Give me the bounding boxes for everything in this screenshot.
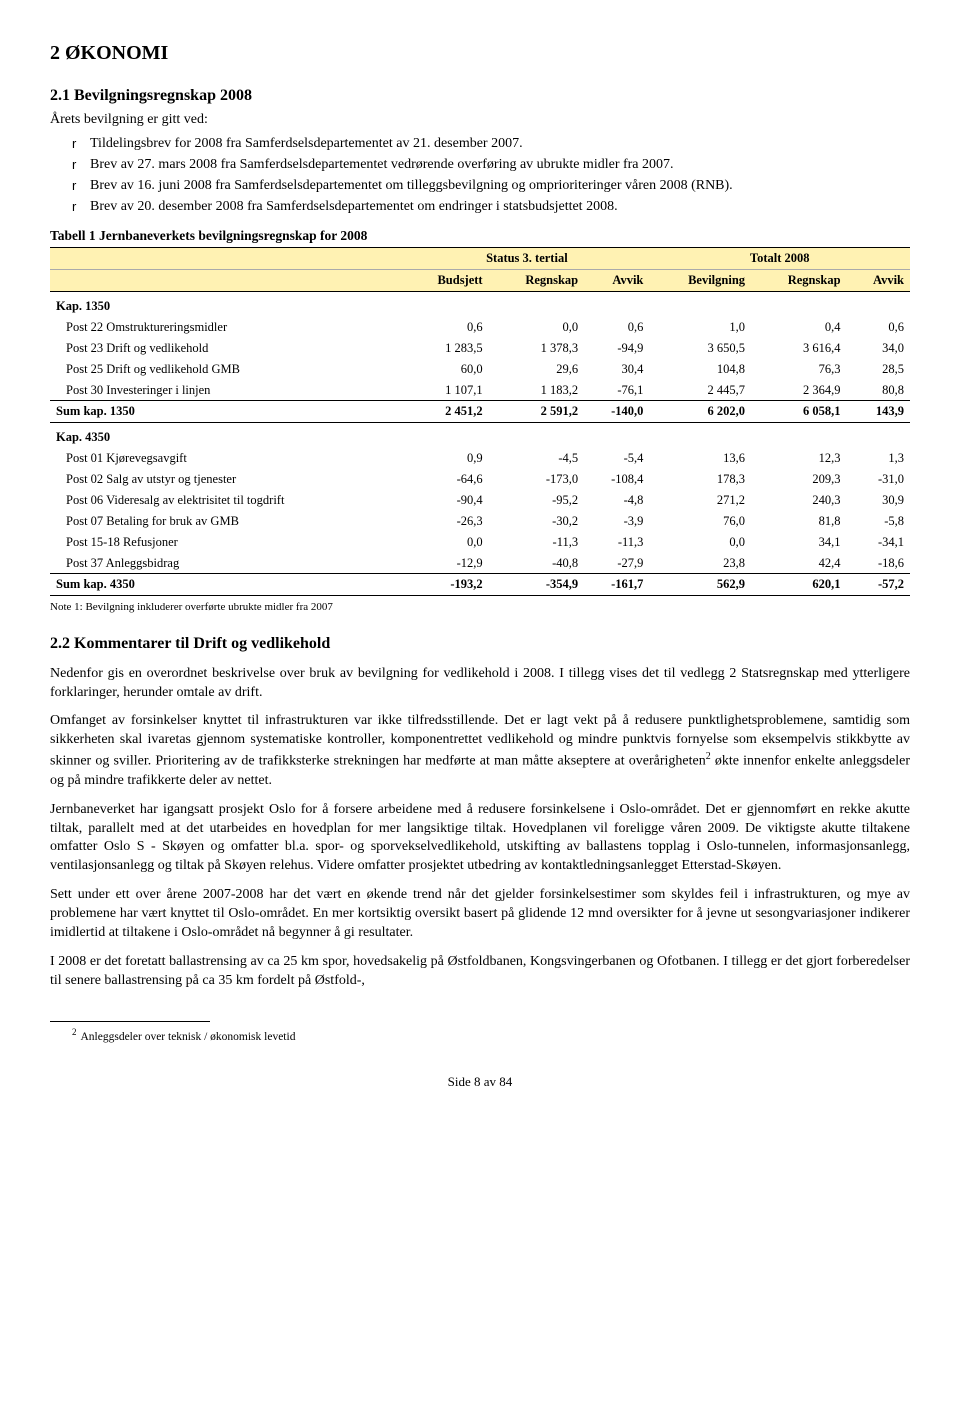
column-header: Regnskap [489,270,585,292]
table-row: Post 02 Salg av utstyr og tjenester-64,6… [50,469,910,490]
section-header: Kap. 4350 [50,423,910,448]
bullet-list: rTildelingsbrev for 2008 fra Samferdsels… [50,135,910,217]
bullet-item: rBrev av 27. mars 2008 fra Samferdselsde… [72,156,910,175]
bullet-item: rBrev av 20. desember 2008 fra Samferdse… [72,198,910,217]
bullet-item: rBrev av 16. juni 2008 fra Samferdselsde… [72,177,910,196]
para-4: Sett under ett over årene 2007-2008 har … [50,886,910,943]
footnote-2: 2Anleggsdeler over teknisk / økonomisk l… [50,1026,910,1045]
column-header: Avvik [847,270,910,292]
heading-2-1: 2.1 Bevilgningsregnskap 2008 [50,85,910,107]
column-header: Budsjett [404,270,488,292]
table-caption: Tabell 1 Jernbaneverkets bevilgningsregn… [50,227,910,245]
bullet-item: rTildelingsbrev for 2008 fra Samferdsels… [72,135,910,154]
finance-table: Status 3. tertial Totalt 2008 BudsjettRe… [50,247,910,596]
table-row: Post 30 Investeringer i linjen1 107,11 1… [50,380,910,401]
table-row: Post 23 Drift og vedlikehold1 283,51 378… [50,338,910,359]
section-header: Kap. 1350 [50,292,910,317]
heading-okonomi: 2 ØKONOMI [50,40,910,67]
table-row: Post 06 Videresalg av elektrisitet til t… [50,490,910,511]
col-group-total: Totalt 2008 [649,248,910,270]
col-blank [50,248,404,270]
table-row: Post 07 Betaling for bruk av GMB-26,3-30… [50,511,910,532]
footnote-separator [50,1021,210,1022]
table-row: Post 22 Omstruktureringsmidler0,60,00,61… [50,317,910,338]
page-footer: Side 8 av 84 [50,1073,910,1091]
column-header: Bevilgning [649,270,751,292]
table-row: Sum kap. 13502 451,22 591,2-140,06 202,0… [50,401,910,423]
para-1: Nedenfor gis en overordnet beskrivelse o… [50,665,910,703]
column-header: Avvik [584,270,649,292]
heading-2-2: 2.2 Kommentarer til Drift og vedlikehold [50,633,910,655]
intro-line: Årets bevilgning er gitt ved: [50,111,910,130]
para-5: I 2008 er det foretatt ballastrensing av… [50,953,910,991]
column-header: Regnskap [751,270,847,292]
table-note: Note 1: Bevilgning inkluderer overførte … [50,600,910,615]
para-3: Jernbaneverket har igangsatt prosjekt Os… [50,801,910,877]
col-group-status: Status 3. tertial [404,248,649,270]
table-row: Sum kap. 4350-193,2-354,9-161,7562,9620,… [50,574,910,596]
table-row: Post 37 Anleggsbidrag-12,9-40,8-27,923,8… [50,553,910,574]
table-row: Post 01 Kjørevegsavgift0,9-4,5-5,413,612… [50,448,910,469]
table-row: Post 15-18 Refusjoner0,0-11,3-11,30,034,… [50,532,910,553]
para-2: Omfanget av forsinkelser knyttet til inf… [50,712,910,790]
table-row: Post 25 Drift og vedlikehold GMB60,029,6… [50,359,910,380]
